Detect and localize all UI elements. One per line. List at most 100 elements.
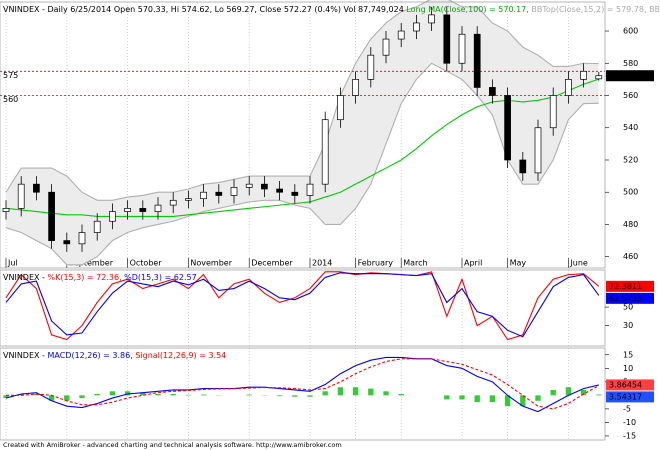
histogram-bar	[94, 394, 100, 396]
candle-body	[321, 119, 329, 185]
y-tick-label: 540	[623, 123, 638, 132]
histogram-bar	[33, 394, 40, 396]
histogram-bar	[155, 394, 161, 396]
legend-entry: Long MA(Close,100) = 570.17,	[406, 5, 528, 14]
candle-body	[352, 79, 359, 96]
candle-body	[200, 191, 207, 200]
y-tick-label: 10	[623, 364, 633, 373]
pane-frame	[0, 269, 606, 347]
pane-title: VNINDEX - MACD(12,26) = 3.86, Signal(12,…	[3, 351, 226, 360]
candle-body	[504, 95, 511, 161]
candle-body	[549, 95, 557, 129]
histogram-bar	[276, 395, 283, 397]
x-tick-label: Jul	[7, 259, 18, 268]
candle-body	[276, 188, 283, 193]
series-line	[5, 356, 599, 413]
x-tick-label: June	[569, 259, 588, 268]
series-line	[5, 62, 599, 266]
histogram-bar	[292, 395, 298, 397]
histogram-bar	[368, 388, 374, 396]
reference-label: 575	[3, 71, 18, 80]
title-text: VNINDEX -	[3, 273, 45, 282]
x-tick-label: February	[358, 259, 394, 268]
histogram-bar	[565, 387, 572, 396]
histogram-bar	[48, 395, 55, 401]
band-fill	[6, 0, 599, 265]
candle-body	[139, 208, 147, 212]
histogram-bar	[474, 395, 480, 403]
histogram-bar	[489, 395, 496, 403]
y-tick-label: 500	[623, 188, 638, 197]
series-line	[6, 358, 600, 410]
x-tick-label: December	[251, 259, 293, 268]
candle-body	[245, 183, 253, 188]
candle-body	[291, 191, 299, 196]
candle-body	[443, 14, 451, 64]
y-tick-label: 30	[623, 321, 633, 330]
title-text: VNINDEX - Daily 6/25/2014 Open 570.33, H…	[3, 5, 404, 14]
candle-body	[595, 75, 603, 80]
value-box-label: 72.3811	[609, 282, 642, 291]
y-tick-label: -10	[623, 418, 636, 427]
series-line	[5, 272, 600, 338]
histogram-bar	[124, 391, 131, 396]
legend-entry: Signal(12,26,9) = 3.54	[135, 351, 226, 360]
value-box	[606, 70, 654, 82]
pane-frame	[0, 1, 606, 269]
candle-body	[169, 199, 177, 206]
histogram-bar	[383, 391, 389, 396]
histogram-bar	[337, 387, 344, 396]
y-tick-label: -5	[623, 404, 631, 413]
histogram-bar	[459, 395, 465, 400]
histogram-bar	[109, 391, 116, 396]
candle-body	[17, 183, 25, 209]
x-tick-label: April	[464, 259, 482, 268]
y-tick-label: 560	[623, 91, 638, 100]
candle-body	[63, 240, 71, 245]
value-box	[606, 280, 654, 292]
histogram-bar	[504, 395, 511, 407]
histogram-bar	[444, 395, 450, 400]
candle-body	[230, 187, 238, 196]
candle-body	[109, 211, 116, 222]
histogram-bar	[322, 391, 328, 396]
candle-body	[2, 208, 10, 212]
histogram-bar	[398, 394, 404, 396]
pane-title: VNINDEX - %K(15,3) = 72.36, %D(15,3) = 6…	[3, 273, 197, 282]
value-box	[606, 391, 654, 403]
histogram-bar	[18, 394, 24, 396]
candle-body	[367, 54, 375, 80]
series-line	[5, 271, 600, 341]
x-tick-label: 2014	[312, 259, 332, 268]
histogram-bar	[246, 394, 252, 396]
histogram-bar	[520, 395, 526, 407]
value-box	[606, 379, 654, 391]
histogram-bar	[140, 392, 146, 396]
footer: Created with AmiBroker - advanced charti…	[3, 441, 342, 449]
candle-body	[306, 183, 314, 196]
y-tick-label: 50	[623, 303, 633, 312]
legend-entry: BBTop(Close,15,2) = 579.78,	[531, 5, 646, 14]
candle-body	[519, 159, 527, 174]
series-line	[5, 0, 599, 201]
candle-body	[534, 127, 542, 174]
candle-body	[565, 79, 572, 96]
histogram-bar	[352, 387, 359, 396]
candle-body	[337, 95, 344, 121]
legend-entry: BBot(Close,15,2) = 555.15	[649, 5, 660, 14]
candle-body	[428, 14, 435, 24]
pane-title: VNINDEX - Daily 6/25/2014 Open 570.33, H…	[3, 5, 660, 14]
y-tick-label: 520	[623, 155, 638, 164]
histogram-bar	[170, 394, 176, 396]
histogram-bar	[550, 389, 556, 396]
y-tick-label: -15	[623, 431, 636, 440]
histogram-bar	[307, 395, 313, 397]
histogram-bar	[79, 395, 85, 399]
candle-body	[382, 38, 390, 56]
candle-body	[473, 33, 481, 88]
candle-body	[154, 204, 162, 212]
value-box-label: 572.27	[609, 71, 637, 80]
x-tick-label: November	[190, 259, 232, 268]
legend-entry: MACD(12,26) = 3.86,	[47, 351, 132, 360]
